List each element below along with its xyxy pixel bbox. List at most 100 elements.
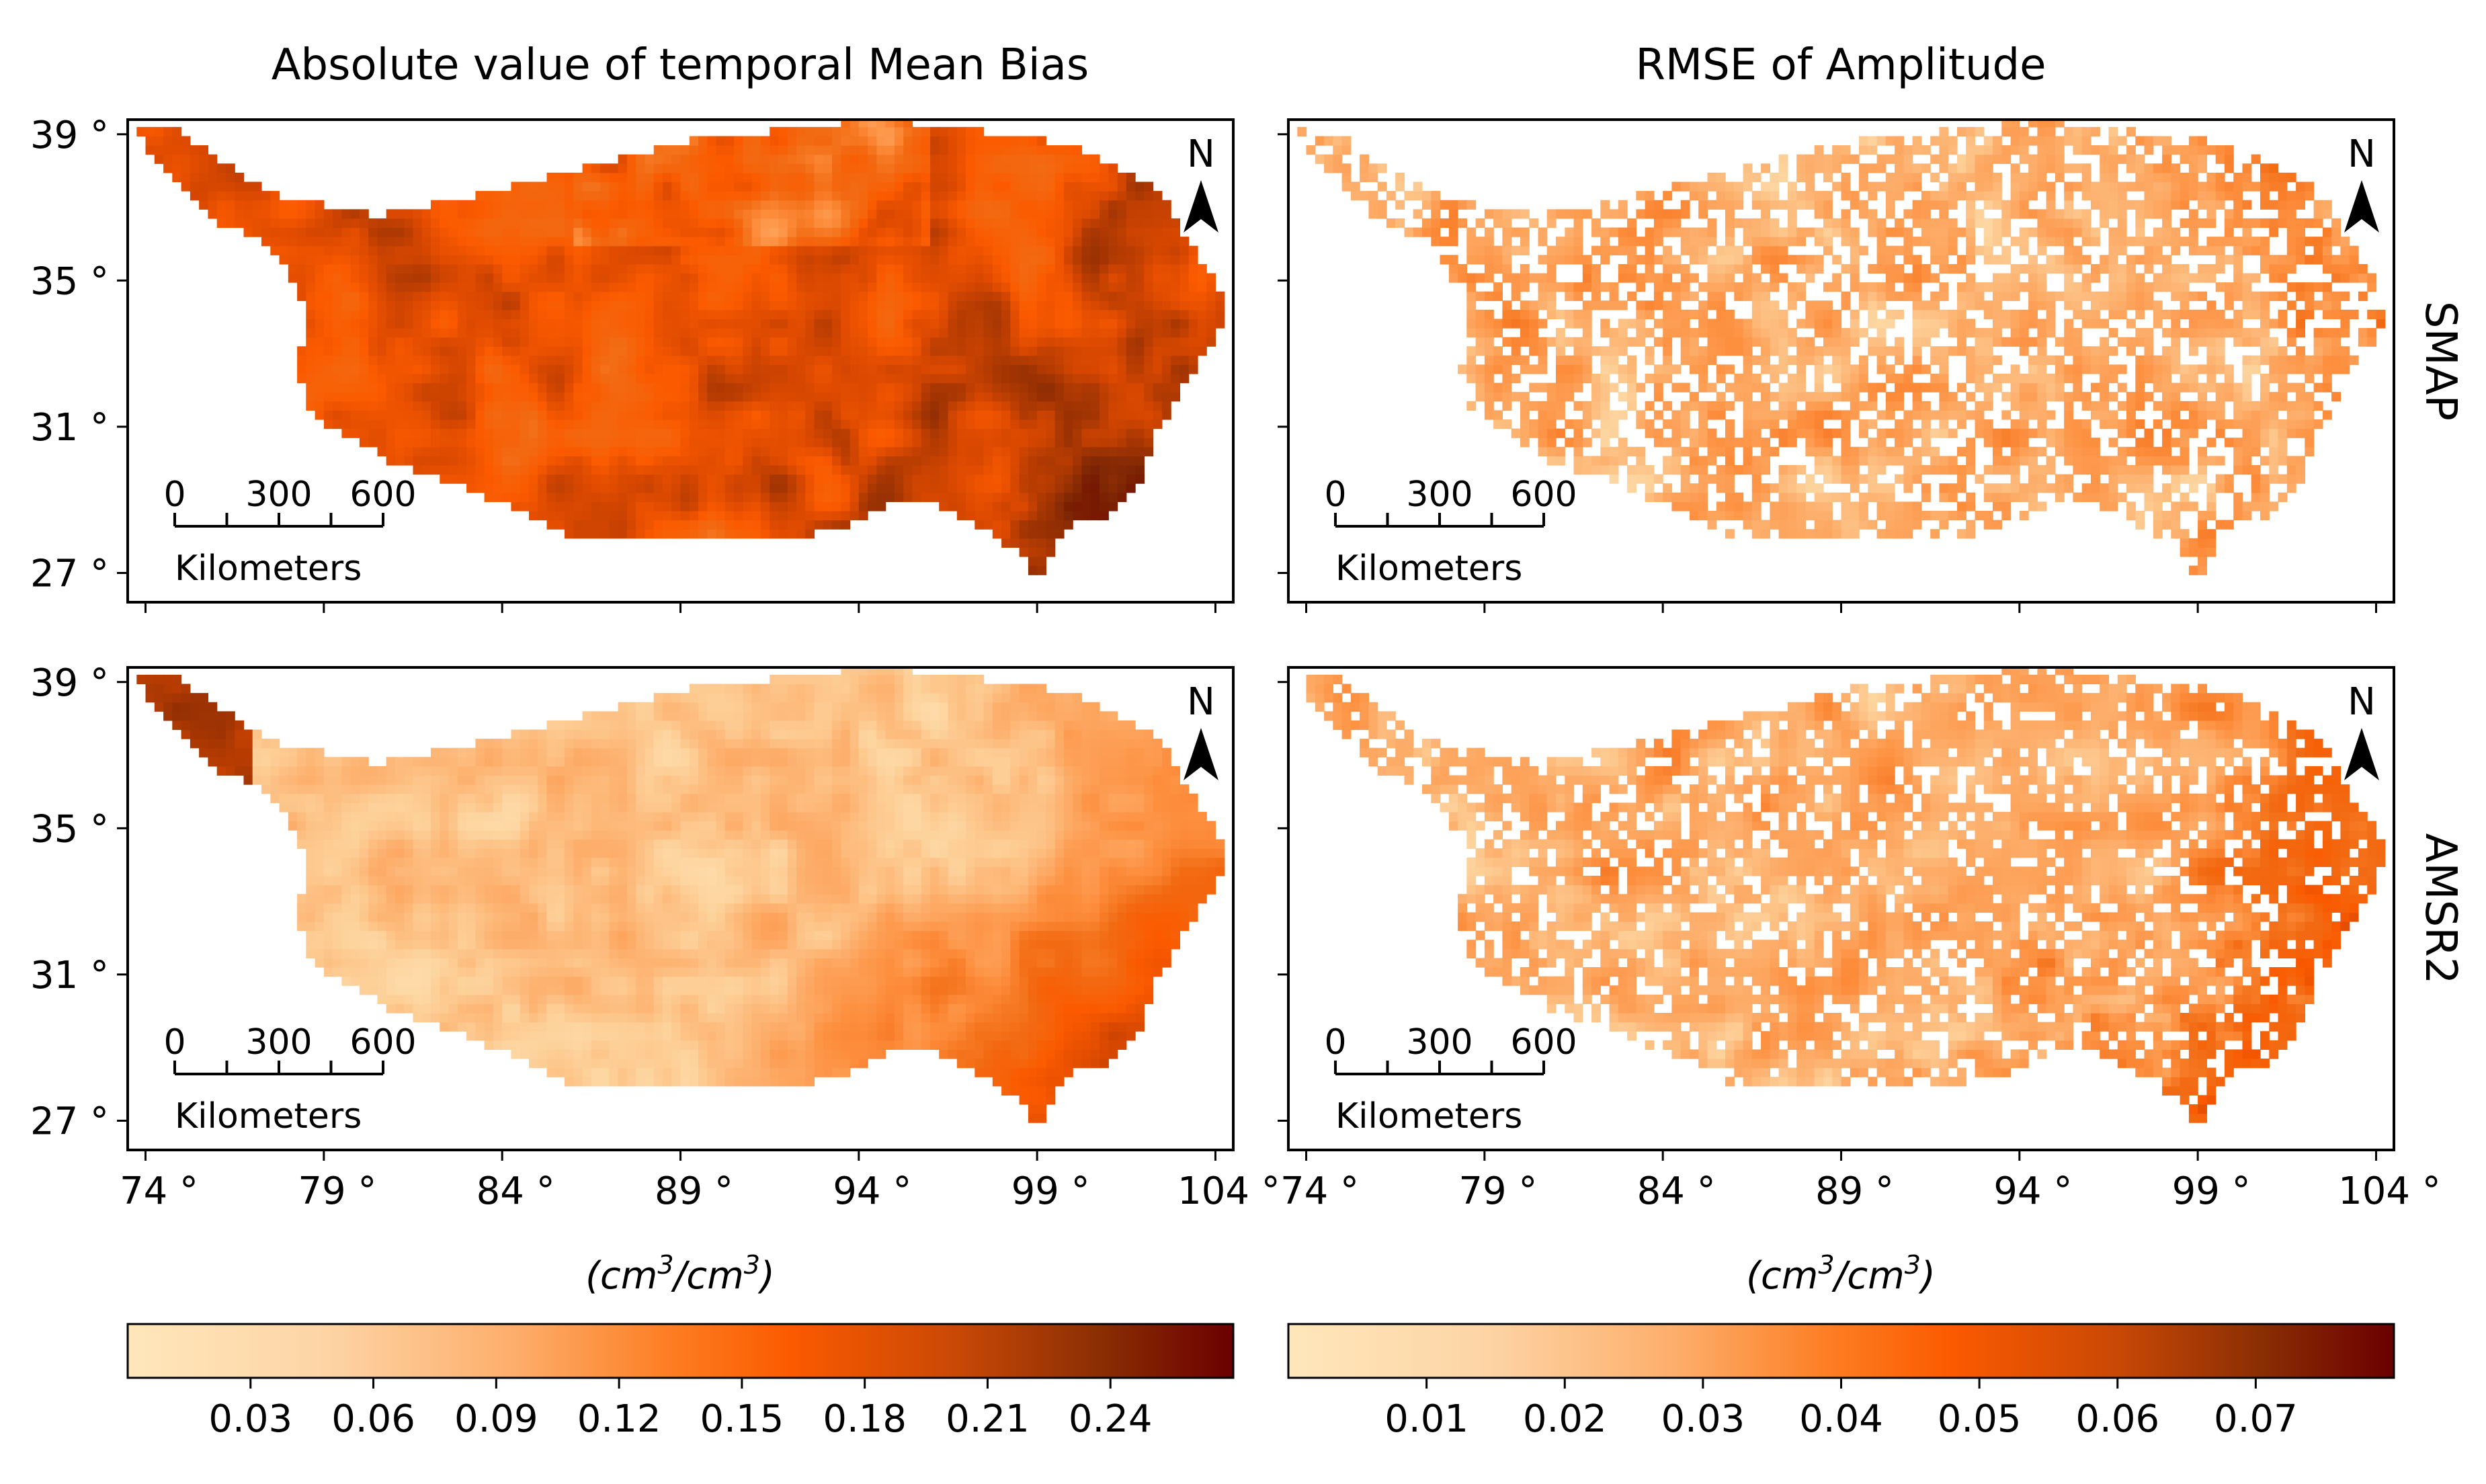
- grid-cell: [1743, 428, 1753, 438]
- grid-cell: [770, 245, 780, 255]
- grid-cell: [1520, 237, 1530, 247]
- grid-cell: [1090, 200, 1100, 210]
- grid-cell: [778, 300, 788, 311]
- grid-cell: [948, 319, 958, 329]
- grid-cell: [1556, 346, 1565, 356]
- grid-cell: [743, 456, 753, 466]
- grid-cell: [1028, 154, 1038, 164]
- grid-cell: [600, 374, 610, 384]
- grid-cell: [626, 200, 636, 210]
- grid-cell: [1135, 227, 1145, 237]
- grid-cell: [796, 474, 806, 484]
- grid-cell: [930, 255, 940, 265]
- grid-cell: [751, 136, 761, 146]
- grid-cell: [653, 181, 663, 192]
- grid-cell: [671, 328, 681, 338]
- grid-cell: [1680, 492, 1690, 502]
- grid-cell: [1001, 172, 1011, 183]
- grid-cell: [431, 346, 440, 356]
- grid-cell: [1081, 364, 1091, 374]
- grid-cell: [1090, 446, 1100, 456]
- grid-cell: [1770, 319, 1780, 329]
- grid-cell: [1743, 291, 1753, 301]
- grid-cell: [1073, 163, 1083, 173]
- grid-cell: [1778, 245, 1788, 255]
- grid-cell: [841, 309, 851, 319]
- grid-cell: [1805, 200, 1815, 210]
- grid-cell: [1823, 209, 1833, 219]
- grid-cell: [636, 520, 646, 530]
- grid-cell: [618, 263, 628, 274]
- grid-cell: [520, 273, 530, 283]
- grid-cell: [743, 392, 753, 402]
- grid-cell: [948, 446, 958, 456]
- grid-cell: [341, 337, 351, 347]
- grid-cell: [680, 191, 690, 201]
- grid-cell: [1179, 245, 1190, 255]
- grid-cell: [1627, 227, 1636, 237]
- grid-cell: [475, 474, 485, 484]
- grid-cell: [573, 501, 583, 511]
- grid-cell: [724, 483, 735, 493]
- grid-cell: [956, 483, 966, 493]
- grid-cell: [573, 529, 583, 539]
- grid-cell: [1037, 163, 1046, 173]
- grid-cell: [582, 181, 592, 192]
- grid-cell: [1663, 355, 1673, 365]
- grid-cell: [1073, 346, 1083, 356]
- grid-cell: [1841, 492, 1851, 502]
- grid-cell: [653, 382, 663, 393]
- grid-cell: [511, 300, 521, 311]
- grid-cell: [1100, 501, 1109, 511]
- grid-cell: [724, 392, 735, 402]
- grid-cell: [1636, 300, 1646, 311]
- grid-cell: [734, 200, 743, 210]
- grid-cell: [529, 465, 538, 475]
- grid-cell: [778, 456, 788, 466]
- grid-cell: [814, 465, 824, 475]
- grid-cell: [939, 501, 949, 511]
- grid-cell: [1037, 382, 1046, 393]
- grid-cell: [778, 145, 788, 155]
- grid-cell: [939, 255, 949, 265]
- grid-cell: [511, 492, 521, 502]
- grid-cell: [546, 401, 556, 411]
- grid-cell: [1761, 319, 1770, 329]
- grid-cell: [1805, 227, 1815, 237]
- grid-cell: [966, 428, 975, 438]
- grid-cell: [421, 218, 431, 229]
- grid-cell: [876, 374, 886, 384]
- grid-cell: [1778, 438, 1788, 448]
- grid-cell: [1645, 355, 1655, 365]
- grid-cell: [751, 273, 761, 283]
- grid-cell: [448, 263, 458, 274]
- grid-cell: [145, 136, 155, 146]
- grid-cell: [1787, 483, 1797, 493]
- grid-cell: [1618, 263, 1628, 274]
- grid-cell: [1090, 273, 1100, 283]
- grid-cell: [1645, 237, 1655, 247]
- grid-cell: [992, 529, 1002, 539]
- grid-cell: [1493, 282, 1503, 292]
- grid-cell: [921, 465, 931, 475]
- grid-cell: [431, 263, 440, 274]
- grid-cell: [956, 410, 966, 420]
- grid-cell: [600, 200, 610, 210]
- grid-cell: [751, 520, 761, 530]
- grid-cell: [966, 438, 975, 448]
- grid-cell: [1751, 282, 1762, 292]
- grid-cell: [502, 291, 512, 301]
- grid-cell: [546, 465, 556, 475]
- grid-cell: [1063, 346, 1073, 356]
- grid-cell: [1001, 446, 1011, 456]
- grid-cell: [1538, 355, 1548, 365]
- grid-cell: [1054, 181, 1065, 192]
- grid-cell: [208, 181, 218, 192]
- grid-cell: [1028, 263, 1038, 274]
- grid-cell: [600, 438, 610, 448]
- grid-cell: [858, 172, 868, 183]
- grid-cell: [1135, 382, 1145, 393]
- grid-cell: [1037, 565, 1046, 575]
- grid-cell: [1144, 255, 1154, 265]
